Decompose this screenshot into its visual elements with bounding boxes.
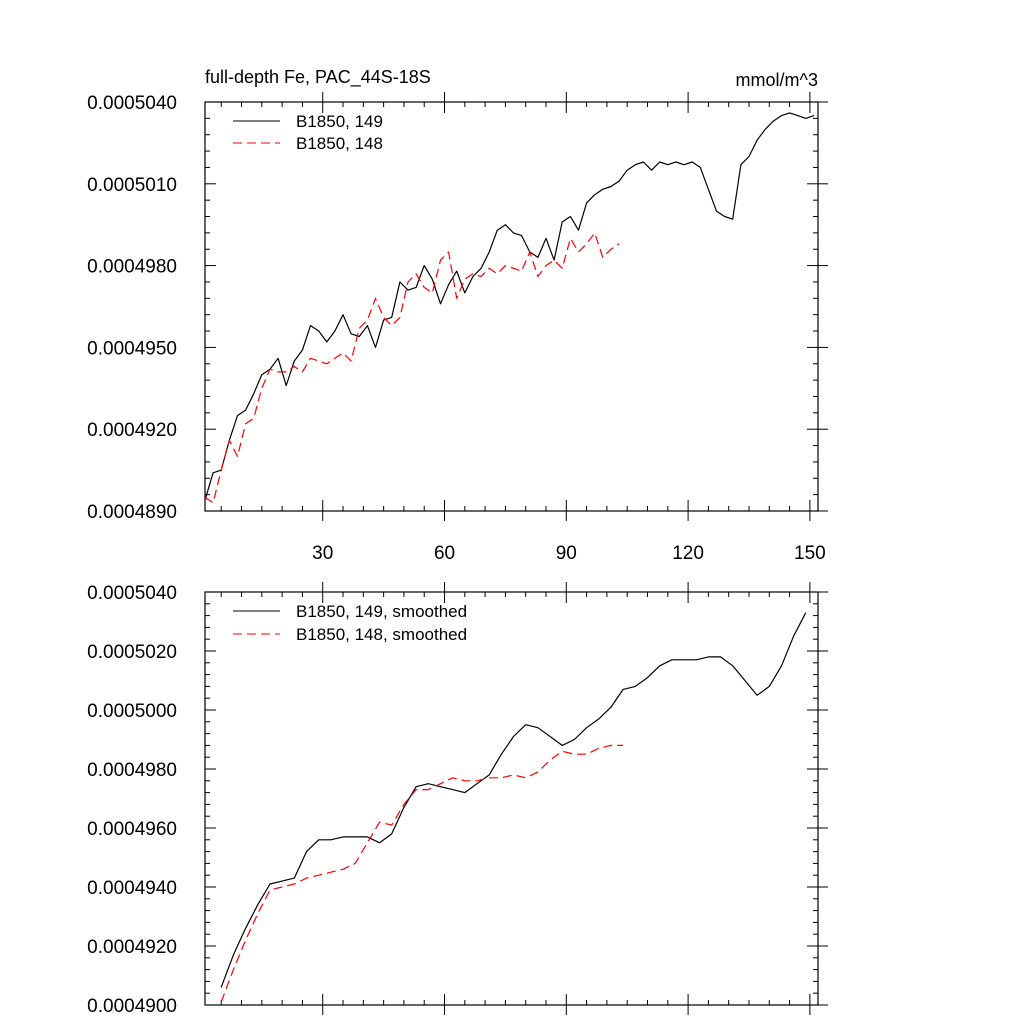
bottom-chart-panel: 0.0004900 0.0004920 0.0004940 0.0004960 0.00… (87, 582, 828, 1017)
y-tick-label: 0.0005010 (87, 175, 177, 196)
y-tick-label: 0.0004980 (87, 760, 177, 781)
series-line-1 (220, 612, 807, 988)
y-tick-label: 0.0004940 (87, 878, 177, 899)
legend-label-series-2: B1850, 148, smoothed (296, 625, 467, 644)
y-tick-label: 0.0005000 (87, 701, 177, 722)
x-tick-label: 90 (556, 543, 577, 564)
y-tick-label: 0.0005040 (87, 93, 177, 114)
plot-frame (204, 101, 819, 512)
y-tick-label: 0.0004890 (87, 502, 177, 523)
legend-label-series-1: B1850, 149 (296, 112, 383, 131)
y-axis-labels: 0.0004890 0.0004920 0.0004950 0.0004980 0.00… (87, 93, 177, 523)
y-tick-label: 0.0004900 (87, 996, 177, 1017)
y-tick-label: 0.0005020 (87, 642, 177, 663)
y-tick-label: 0.0005040 (87, 583, 177, 604)
y-axis-labels: 0.0004900 0.0004920 0.0004940 0.0004960 0.00… (87, 583, 177, 1017)
series-line-1 (204, 112, 815, 501)
legend-label-series-1: B1850, 149, smoothed (296, 602, 467, 621)
y-tick-label: 0.0004920 (87, 937, 177, 958)
series-lines (204, 112, 815, 504)
axis-ticks (205, 582, 828, 1015)
series-line-2 (220, 744, 624, 1003)
x-tick-label: 120 (672, 543, 704, 564)
y-tick-label: 0.0004980 (87, 257, 177, 278)
legend: B1850, 149 B1850, 148 (233, 112, 383, 153)
chart-title: full-depth Fe, PAC_44S-18S (205, 67, 431, 88)
y-tick-label: 0.0004960 (87, 819, 177, 840)
x-tick-label: 60 (434, 543, 455, 564)
x-tick-label: 150 (794, 543, 826, 564)
top-chart-panel: full-depth Fe, PAC_44S-18S mmol/m^3 0.00… (87, 67, 828, 564)
x-axis-labels: 30 60 90 120 150 (312, 543, 826, 564)
y-tick-label: 0.0004920 (87, 420, 177, 441)
axis-ticks (205, 92, 828, 521)
legend-label-series-2: B1850, 148 (296, 134, 383, 153)
chart-units: mmol/m^3 (736, 70, 818, 90)
legend: B1850, 149, smoothed B1850, 148, smoothe… (233, 602, 467, 644)
series-lines (220, 612, 807, 1003)
y-tick-label: 0.0004950 (87, 338, 177, 359)
plot-frame (204, 591, 819, 1006)
series-line-2 (204, 232, 620, 504)
x-tick-label: 30 (312, 543, 333, 564)
